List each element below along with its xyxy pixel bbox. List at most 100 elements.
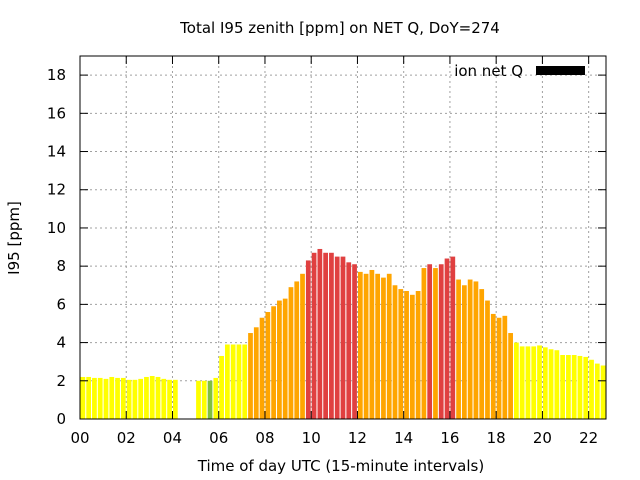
bar (334, 256, 340, 419)
bar (305, 260, 311, 419)
bar (409, 294, 415, 419)
bar (427, 264, 433, 419)
bar (230, 344, 236, 419)
bar (404, 290, 409, 419)
bar (571, 354, 577, 419)
bar (461, 285, 467, 419)
bar (467, 279, 473, 419)
gridlines (80, 56, 606, 419)
bar (242, 344, 248, 419)
bar (600, 365, 606, 419)
bar (282, 298, 288, 419)
bar (583, 356, 589, 419)
bar (138, 378, 144, 419)
bar (207, 380, 213, 419)
bar (444, 258, 450, 419)
x-tick-label: 02 (117, 429, 136, 447)
bar (398, 289, 404, 419)
bar (560, 354, 565, 419)
bar (236, 344, 242, 419)
bar (433, 268, 438, 419)
x-tick-label: 10 (302, 429, 321, 447)
bar (346, 262, 352, 419)
y-tick-label: 12 (47, 181, 66, 199)
y-tick-label: 0 (56, 410, 66, 428)
bar (329, 252, 334, 419)
bar (375, 273, 381, 419)
bar (485, 300, 490, 419)
bar (519, 346, 525, 419)
bar (490, 313, 496, 419)
bar (132, 379, 138, 419)
bar (381, 277, 386, 419)
y-tick-label: 2 (56, 372, 66, 390)
bar (392, 285, 398, 419)
bar (450, 256, 456, 419)
bar (479, 289, 485, 419)
bar (92, 377, 97, 419)
y-tick-label: 14 (47, 143, 66, 161)
bar (144, 376, 149, 419)
bar (213, 377, 219, 419)
x-tick-label: 22 (579, 429, 598, 447)
bar (265, 312, 271, 419)
x-tick-label: 14 (394, 429, 413, 447)
bar (357, 271, 363, 419)
axis-ticks (79, 56, 606, 420)
bar (589, 359, 594, 419)
x-tick-label: 18 (487, 429, 506, 447)
bar (421, 268, 427, 419)
legend-label: ion net Q (454, 62, 523, 80)
y-tick-label: 6 (56, 295, 66, 313)
bar (97, 377, 103, 419)
legend-swatch (536, 66, 585, 75)
bar (594, 363, 600, 419)
bar (369, 269, 375, 419)
x-tick-label: 04 (163, 429, 182, 447)
plot-frame (79, 55, 607, 420)
bar (311, 252, 317, 419)
bar (155, 376, 161, 419)
bar (248, 333, 253, 419)
bar (508, 333, 513, 419)
bar (363, 273, 369, 419)
bar (219, 355, 224, 419)
x-tick-label: 00 (70, 429, 89, 447)
y-tick-label: 16 (47, 104, 66, 122)
bar (103, 378, 109, 419)
bar (502, 315, 508, 419)
bar (120, 377, 126, 419)
bar (294, 281, 300, 419)
bar (126, 379, 132, 419)
x-tick-label: 06 (209, 429, 228, 447)
bar (80, 376, 86, 419)
bar (554, 350, 560, 419)
bar (473, 281, 479, 419)
bar (271, 306, 276, 419)
y-axis-label: I95 [ppm] (5, 201, 23, 275)
x-tick-label: 12 (348, 429, 367, 447)
bar (456, 279, 461, 419)
x-tick-label: 20 (533, 429, 552, 447)
bar (386, 273, 392, 419)
bar (438, 264, 444, 419)
y-tick-label: 4 (56, 334, 66, 352)
bar (288, 287, 294, 419)
bar (225, 344, 230, 419)
x-tick-label: 08 (255, 429, 274, 447)
bar (253, 327, 259, 419)
bar (537, 345, 542, 419)
bar (201, 380, 207, 419)
chart-title: Total I95 zenith [ppm] on NET Q, DoY=274 (179, 19, 500, 37)
bar (531, 346, 537, 419)
bar (566, 354, 571, 419)
bar (167, 379, 172, 419)
bar (86, 376, 92, 419)
bar (340, 256, 346, 419)
bar (548, 349, 554, 419)
bar (109, 376, 115, 419)
bar (317, 248, 323, 419)
legend: ion net Q (454, 62, 585, 80)
bar (161, 378, 167, 419)
